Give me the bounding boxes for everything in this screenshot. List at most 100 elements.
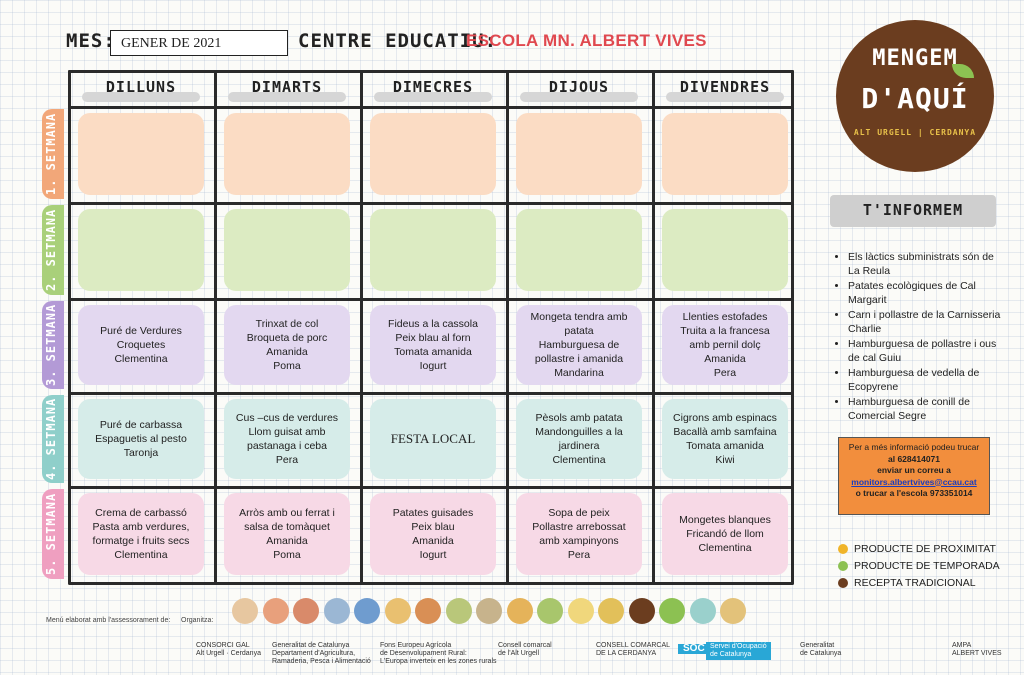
legend-label: PRODUCTE DE PROXIMITAT [854, 543, 996, 555]
logo-line-1: MENGEM [872, 46, 958, 71]
food-icon [384, 598, 411, 624]
legend-item-proximitat: PRODUCTE DE PROXIMITAT [838, 543, 996, 555]
food-icon [537, 598, 563, 624]
grid-col-line [214, 70, 217, 584]
menu-cell: Arròs amb ou ferrat i salsa de tomàquet … [217, 491, 357, 577]
menu-cell-bg [662, 399, 788, 479]
menu-cell-bg [516, 305, 642, 385]
menu-text: Fideus a la cassola Peix blau al forn To… [388, 318, 478, 372]
menu-cell-bg [224, 113, 350, 195]
day-header-3: DIMECRES [360, 78, 506, 102]
grid-col-line [360, 70, 363, 584]
menu-cell [363, 207, 503, 293]
menu-cell [509, 111, 649, 197]
sponsor-logo: Generalitat de Catalunya [800, 642, 842, 657]
info-item: Carn i pollastre de la Carnisseria Charl… [848, 308, 1008, 336]
menu-cell-bg [662, 493, 788, 575]
menu-cell: Pèsols amb patata Mandonguilles a la jar… [509, 397, 649, 481]
contact-box: Per a més informació podeu trucar al 628… [838, 437, 990, 515]
menu-cell-bg [370, 399, 496, 479]
menu-cell: Cigrons amb espinacs Bacallà amb samfain… [655, 397, 795, 481]
menu-text: Mongetes blanques Fricandó de llom Cleme… [679, 514, 771, 554]
menu-cell-bg [516, 493, 642, 575]
food-icon [567, 598, 594, 624]
menu-cell-bg [224, 209, 350, 291]
contact-line-4: o trucar a l'escola 973351014 [855, 488, 973, 498]
sponsor-logo: CONSORCI GAL Alt Urgell · Cerdanya [196, 642, 261, 657]
organitza-label: Organitza: [181, 617, 214, 624]
day-header-5: DIVENDRES [652, 78, 798, 102]
grid-row-line [68, 106, 794, 109]
menu-cell-bg [224, 399, 350, 479]
sponsor-logo: Generalitat de Catalunya Departament d'A… [272, 642, 371, 665]
sponsor-logo: CONSELL COMARCAL DE LA CERDANYA [596, 642, 671, 657]
menu-cell-bg [370, 493, 496, 575]
menu-cell-bg [516, 399, 642, 479]
info-item: Patates ecològiques de Cal Margarit [848, 279, 1008, 307]
centre-label: CENTRE EDUCATIU: [298, 30, 498, 52]
week-label: 2. SETMANA [44, 208, 58, 292]
legend-label: PRODUCTE DE TEMPORADA [854, 560, 1000, 572]
menu-cell-bg [516, 209, 642, 291]
food-icon [506, 598, 533, 624]
menu-text: Crema de carbassó Pasta amb verdures, fo… [92, 507, 190, 561]
grid-row-line [68, 486, 794, 489]
menu-cell: FESTA LOCAL [363, 397, 503, 481]
sponsor-logo: SOC [678, 644, 710, 654]
month-label: MES: [66, 30, 116, 52]
menu-cell-bg [370, 113, 496, 195]
menu-cell-bg [224, 305, 350, 385]
legend-item-temporada: PRODUCTE DE TEMPORADA [838, 560, 1000, 572]
menu-cell: Patates guisades Peix blau Amanida Iogur… [363, 491, 503, 577]
menu-text: Puré de carbassa Espaguetis al pesto Tar… [95, 419, 187, 459]
menu-cell: Llenties estofades Truita a la francesa … [655, 303, 795, 387]
grid-col-line [652, 70, 655, 584]
day-header-4: DIJOUS [506, 78, 652, 102]
sponsor-logo: Servei d'Ocupació de Catalunya [706, 642, 771, 660]
menu-text: Sopa de peix Pollastre arrebossat amb xa… [532, 507, 626, 561]
day-header-2: DIMARTS [214, 78, 360, 102]
menu-text: Puré de Verdures Croquetes Clementina [100, 325, 182, 365]
grid-col-line [68, 70, 71, 584]
menu-cell-bg [78, 399, 204, 479]
logo-line-3: ALT URGELL | CERDANYA [853, 128, 977, 137]
menu-cell-bg [370, 305, 496, 385]
logo-line-2: D'AQUÍ [861, 82, 969, 115]
menu-text: Cigrons amb espinacs Bacallà amb samfain… [673, 412, 777, 466]
menu-cell-bg [78, 305, 204, 385]
food-icon [293, 598, 319, 624]
grid-col-line [506, 70, 509, 584]
menu-cell-bg [78, 209, 204, 291]
menu-text: Llenties estofades Truita a la francesa … [680, 311, 770, 379]
grid-row-line [68, 70, 794, 73]
menu-cell [655, 207, 795, 293]
contact-email-link[interactable]: monitors.albertvives@ccau.cat [851, 476, 977, 487]
food-icon [415, 598, 441, 624]
menu-cell: Fideus a la cassola Peix blau al forn To… [363, 303, 503, 387]
menu-cell: Sopa de peix Pollastre arrebossat amb xa… [509, 491, 649, 577]
sponsor-logo: Consell comarcal de l'Alt Urgell [498, 642, 552, 657]
info-title: T'INFORMEM [862, 201, 964, 219]
menu-text: Pèsols amb patata Mandonguilles a la jar… [535, 412, 623, 466]
grid-col-line [791, 70, 794, 584]
menu-cell: Puré de carbassa Espaguetis al pesto Tar… [71, 397, 211, 481]
grid-row-line [68, 582, 794, 585]
menu-cell: Cus –cus de verdures Llom guisat amb pas… [217, 397, 357, 481]
menu-cell-bg [662, 113, 788, 195]
week-tab [42, 301, 64, 389]
info-list: Els làctics subministrats són de La Reul… [834, 250, 1008, 424]
menu-cell [655, 111, 795, 197]
food-icon [354, 598, 380, 624]
menu-cell [363, 111, 503, 197]
legend-dot-icon [838, 544, 848, 554]
menu-cell-bg [224, 493, 350, 575]
menu-text: Patates guisades Peix blau Amanida Iogur… [392, 507, 474, 561]
menu-cell-bg [78, 493, 204, 575]
menu-text: Trinxat de col Broqueta de porc Amanida … [246, 318, 328, 372]
menu-cell [217, 207, 357, 293]
menu-cell: Mongetes blanques Fricandó de llom Cleme… [655, 491, 795, 577]
food-icon [598, 598, 624, 624]
legend-label: RECEPTA TRADICIONAL [854, 577, 976, 589]
week-label: 5. SETMANA [44, 492, 58, 576]
info-item: Hamburguesa de vedella de Ecopyrene [848, 366, 1008, 394]
